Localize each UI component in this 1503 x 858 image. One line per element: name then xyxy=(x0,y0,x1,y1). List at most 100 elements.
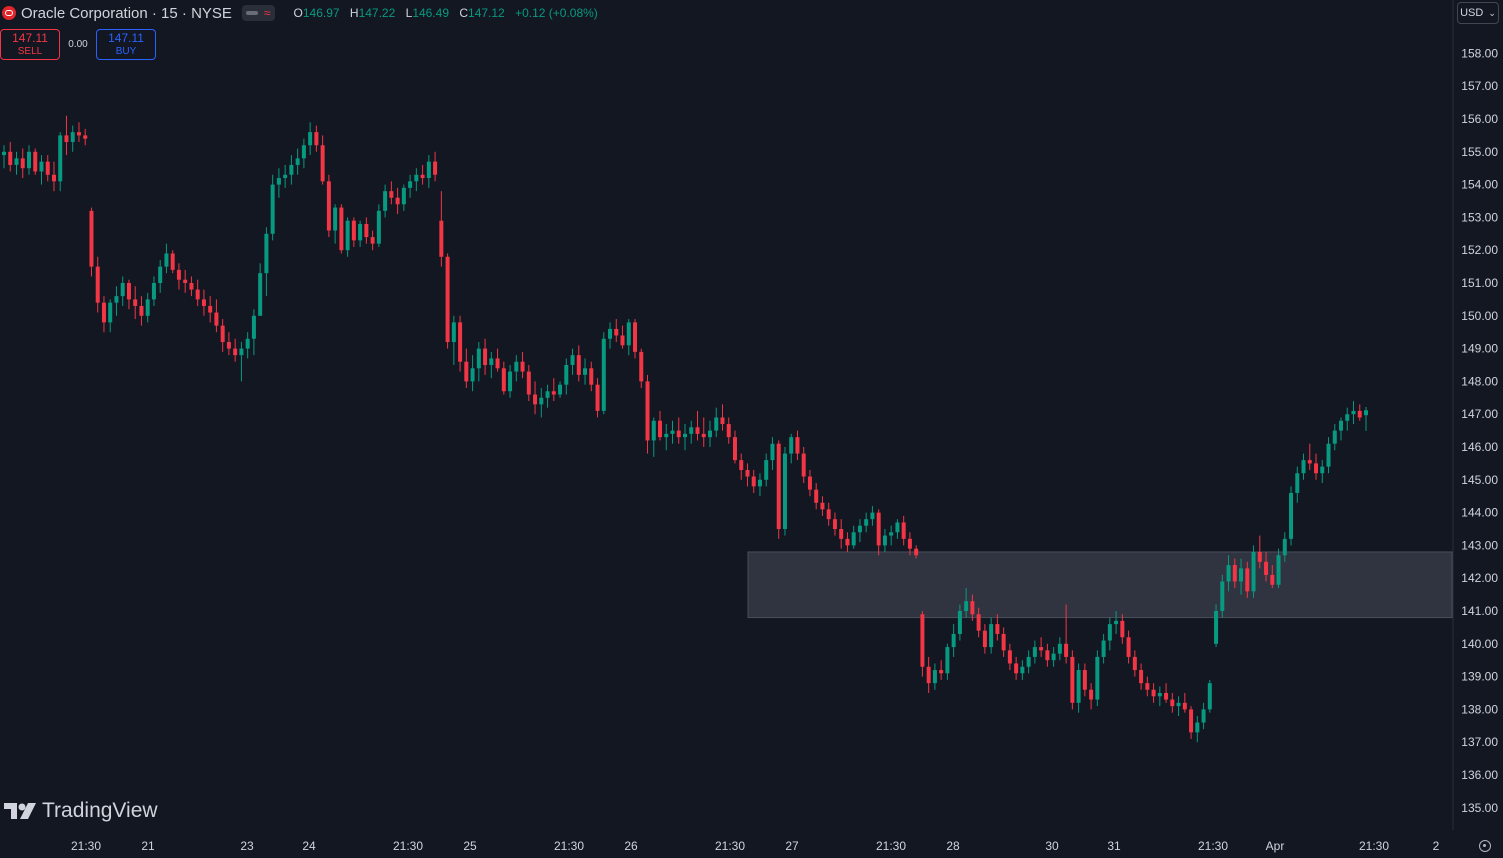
tradingview-logo[interactable]: TradingView xyxy=(4,799,158,823)
candle xyxy=(857,519,862,543)
spread-value: 0.00 xyxy=(68,39,88,50)
candle-body xyxy=(664,433,669,438)
candle-body xyxy=(670,430,675,434)
candle xyxy=(964,588,969,618)
candle-body xyxy=(145,299,150,316)
candle xyxy=(789,433,794,464)
candle xyxy=(89,207,94,277)
market-closed-icon xyxy=(245,11,258,15)
candle xyxy=(433,151,438,182)
candle xyxy=(620,325,625,349)
candle xyxy=(114,286,119,316)
candle-body xyxy=(1107,624,1112,641)
candle-body xyxy=(139,305,144,316)
candle xyxy=(1289,486,1294,546)
candle-body xyxy=(445,256,450,343)
candle xyxy=(626,319,631,356)
sell-button[interactable]: 147.11 SELL xyxy=(0,29,60,60)
candle xyxy=(2,145,6,169)
candle-body xyxy=(345,220,350,251)
candle-body xyxy=(70,132,75,142)
candle-body xyxy=(58,135,63,182)
price-tick-label: 149.00 xyxy=(1461,342,1498,356)
candle-body xyxy=(1332,430,1337,444)
candle xyxy=(214,299,219,333)
candle-body xyxy=(757,479,762,487)
price-axis[interactable]: 135.00 136.00 137.00 138.00 139.00 140.00 141.… xyxy=(1461,46,1498,814)
candle xyxy=(1114,611,1119,634)
time-tick-label: 21:30 xyxy=(71,839,101,853)
support-zone[interactable] xyxy=(747,551,1453,619)
candle xyxy=(1245,561,1250,598)
price-tick-label: 141.00 xyxy=(1461,604,1498,618)
candle-body xyxy=(920,614,925,667)
candle-body xyxy=(389,191,394,198)
candle xyxy=(308,122,313,156)
candle-body xyxy=(433,161,438,175)
candle xyxy=(20,148,25,179)
candle-body xyxy=(426,161,431,179)
candle-body xyxy=(276,178,281,185)
candle-body xyxy=(626,322,631,346)
candle xyxy=(1345,407,1350,431)
candle xyxy=(170,250,175,274)
candle xyxy=(1251,545,1256,598)
candle-body xyxy=(683,433,687,438)
candle-body xyxy=(1320,466,1325,474)
buy-button[interactable]: 147.11 BUY xyxy=(96,29,156,60)
candle xyxy=(895,519,900,539)
time-tick-label: 28 xyxy=(946,839,960,853)
candle-body xyxy=(133,299,138,306)
time-tick-label: 21:30 xyxy=(1359,839,1389,853)
candle-body xyxy=(570,355,575,365)
time-axis[interactable]: 21:30 21 23 24 21:30 25 21:30 26 21:30 27 21:30 28 3… xyxy=(71,839,1440,853)
candle xyxy=(714,407,719,438)
candle xyxy=(764,453,769,487)
candle-body xyxy=(1264,561,1269,575)
candle-body xyxy=(1364,410,1368,416)
symbol-title[interactable]: Oracle Corporation · 15 · NYSE xyxy=(21,4,232,22)
candle-body xyxy=(283,174,288,179)
settings-gear-icon[interactable] xyxy=(1479,840,1491,852)
candle-body xyxy=(1201,709,1206,723)
candle-body xyxy=(732,437,737,461)
candle-body xyxy=(1145,683,1150,690)
candle xyxy=(1014,656,1019,680)
currency-selector[interactable]: USD ⌄ xyxy=(1457,2,1499,24)
time-tick-label: 21:30 xyxy=(393,839,423,853)
candle xyxy=(1039,637,1044,657)
price-tick-label: 139.00 xyxy=(1461,670,1498,684)
candle-body xyxy=(726,424,731,438)
candle-body xyxy=(201,299,206,306)
candle-body xyxy=(545,391,550,398)
candle-body xyxy=(339,207,344,251)
high-value: 147.22 xyxy=(358,6,396,20)
tradingview-wordmark: TradingView xyxy=(42,799,158,822)
price-tick-label: 135.00 xyxy=(1461,801,1498,815)
candle-body xyxy=(1314,463,1319,474)
candle xyxy=(1007,643,1012,671)
candle-body xyxy=(608,328,613,339)
candle-body xyxy=(1345,414,1350,421)
market-status-chips[interactable]: ≈ xyxy=(241,5,275,21)
candle xyxy=(1101,633,1106,664)
candle xyxy=(651,417,656,457)
candle xyxy=(739,453,744,480)
candle-body xyxy=(151,283,156,300)
candle-body xyxy=(458,322,463,362)
price-tick-label: 147.00 xyxy=(1461,407,1498,421)
candle-body xyxy=(1064,643,1069,657)
candle xyxy=(408,174,413,198)
candle xyxy=(845,532,850,552)
candle xyxy=(1220,574,1225,618)
candle-body xyxy=(739,460,744,470)
candle xyxy=(501,361,506,395)
candle xyxy=(1239,558,1244,595)
currency-label: USD xyxy=(1460,7,1484,19)
candle-body xyxy=(1326,443,1331,467)
candle-body xyxy=(308,132,313,146)
candle xyxy=(183,269,188,293)
candle xyxy=(420,164,425,185)
candle xyxy=(1176,696,1181,716)
